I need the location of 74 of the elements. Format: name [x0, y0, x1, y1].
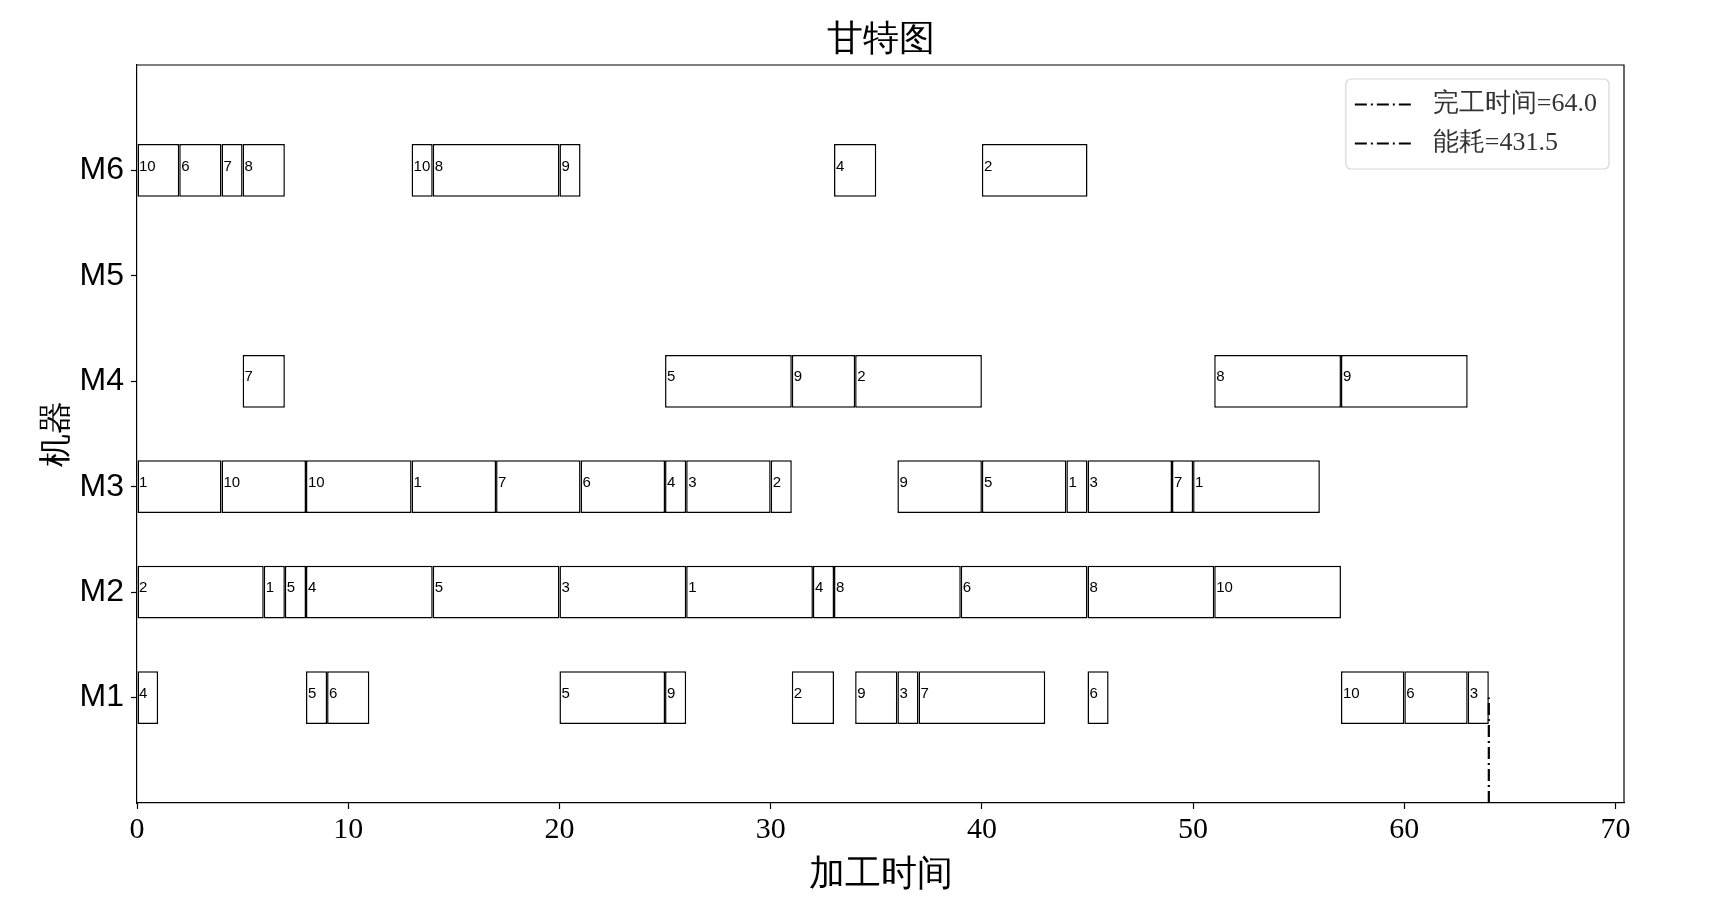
annotation: 10: [139, 156, 156, 174]
y-axis-title: 机器: [35, 401, 75, 467]
annotation: 10: [1216, 578, 1233, 596]
annotation: 2: [793, 683, 803, 701]
annotation: 6: [582, 472, 591, 490]
y-tick-label: M3: [79, 466, 124, 503]
annotation: 3: [561, 578, 570, 596]
annotation: 9: [561, 156, 570, 174]
x-tick-label: 60: [1389, 810, 1420, 844]
x-tick-label: 20: [544, 810, 575, 844]
annotation: 3: [899, 683, 908, 701]
x-tick-label: 10: [333, 810, 364, 844]
annotation: 4: [139, 683, 148, 701]
annotation: 1: [139, 472, 148, 490]
x-tick-label: 30: [755, 810, 786, 844]
annotation: 5: [667, 367, 676, 385]
annotation: 8: [244, 156, 253, 174]
annotation: 1: [413, 472, 422, 490]
annotation: 4: [814, 578, 824, 596]
annotation: 1: [265, 578, 275, 596]
annotation: 1: [1068, 472, 1077, 490]
annotation: 2: [139, 578, 148, 596]
annotation: 5: [561, 683, 570, 701]
annotation: 9: [1342, 367, 1352, 385]
annotation: 5: [286, 578, 296, 596]
annotation: 9: [667, 683, 676, 701]
annotation: 6: [1406, 683, 1415, 701]
annotation: 6: [329, 683, 338, 701]
annotation: 10: [223, 472, 241, 490]
annotation: 9: [899, 472, 908, 490]
x-axis-title: 加工时间: [808, 851, 953, 893]
annotation: 8: [836, 578, 845, 596]
annotation: 3: [1089, 472, 1098, 490]
chart-title: 甘特图: [826, 17, 935, 59]
x-tick-label: 0: [129, 810, 145, 844]
annotation: 9: [857, 683, 866, 701]
x-tick-label: 40: [966, 810, 997, 844]
annotation: 5: [983, 472, 993, 490]
x-tick-label: 70: [1600, 810, 1631, 844]
annotation: 2: [772, 472, 782, 490]
annotation: 4: [667, 472, 676, 490]
annotation: 1: [1195, 472, 1204, 490]
annotation: 7: [498, 472, 507, 490]
annotation: 9: [793, 367, 803, 385]
annotation: 7: [1173, 472, 1183, 490]
annotation: 1: [688, 578, 697, 596]
annotation: 6: [962, 578, 972, 596]
annotation: 8: [1089, 578, 1098, 596]
annotation: 10: [307, 472, 325, 490]
annotation: 10: [413, 156, 431, 174]
annotation: 10: [1342, 683, 1360, 701]
annotation: 7: [244, 367, 253, 385]
annotation: 8: [1216, 367, 1225, 385]
annotation: 8: [434, 156, 444, 174]
legend-label: 完工时间=64.0: [1432, 88, 1598, 118]
annotation: 6: [181, 156, 190, 174]
annotation: 4: [307, 578, 317, 596]
annotation: 3: [1469, 683, 1479, 701]
annotation: 能耗=431.5: [1432, 127, 1559, 157]
annotation: 5: [307, 683, 317, 701]
annotation: 5: [434, 578, 444, 596]
x-tick-label: 50: [1178, 810, 1209, 844]
y-tick-label: M2: [79, 571, 124, 608]
y-tick-label: M4: [79, 361, 124, 398]
annotation: 3: [688, 472, 697, 490]
y-tick-label: M5: [79, 255, 124, 292]
y-tick-label: M1: [79, 677, 124, 714]
annotation: 7: [920, 683, 929, 701]
annotation: 2: [857, 367, 866, 385]
y-tick-label: M6: [79, 150, 124, 187]
annotation: 7: [223, 156, 232, 174]
annotation: 6: [1089, 683, 1098, 701]
annotation: 4: [836, 156, 845, 174]
annotation: 2: [983, 156, 993, 174]
